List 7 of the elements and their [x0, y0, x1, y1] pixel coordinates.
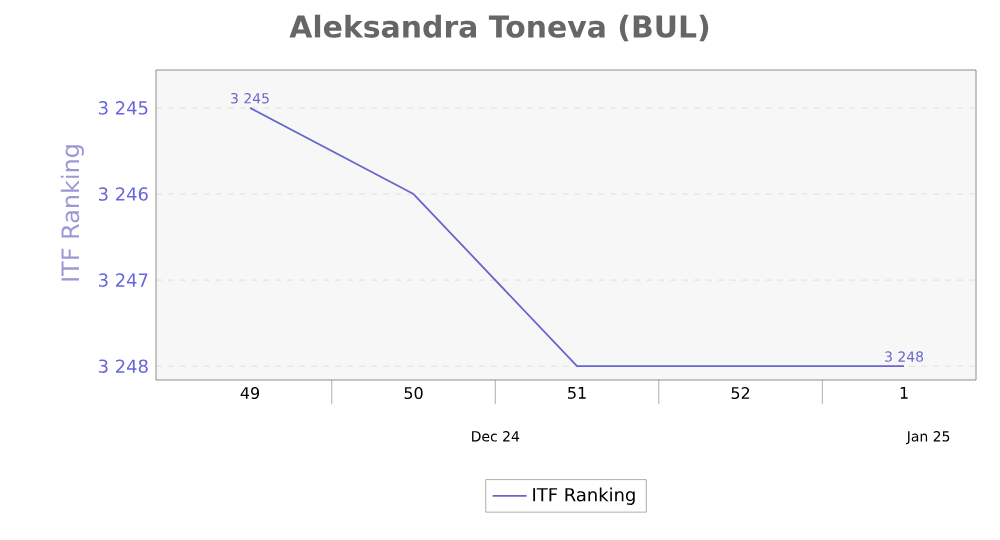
legend-label: ITF Ranking — [533, 487, 635, 505]
y-tick-label: 3 247 — [99, 273, 148, 287]
y-tick-label: 3 245 — [99, 101, 148, 115]
y-tick-label: 3 246 — [99, 187, 148, 201]
chart-title: Aleksandra Toneva (BUL) — [289, 14, 709, 42]
y-tick-label: 3 248 — [99, 359, 148, 373]
y-axis-title: ITF Ranking — [60, 145, 84, 281]
